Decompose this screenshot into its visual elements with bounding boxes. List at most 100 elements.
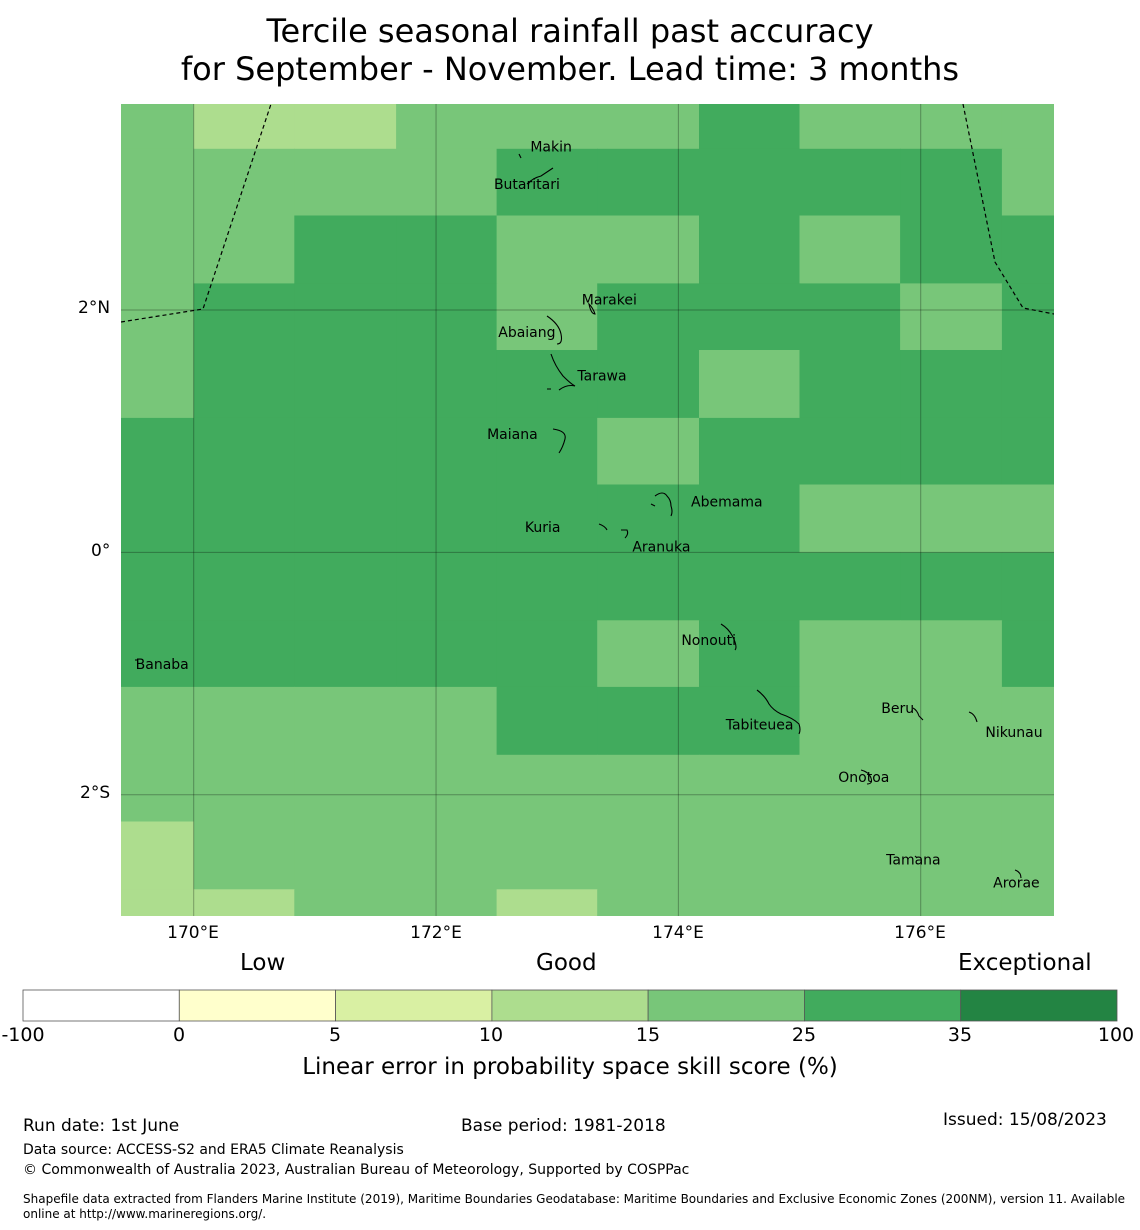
arorae-outline (1014, 869, 1022, 879)
skill-cell (699, 754, 801, 823)
skill-cell (121, 104, 195, 150)
skill-cell (900, 620, 1003, 688)
lon-tick-172e: 172°E (410, 923, 462, 943)
skill-cell (193, 754, 295, 823)
skill-cell (496, 104, 598, 150)
skill-cell (121, 620, 195, 688)
skill-cell (597, 417, 700, 486)
skill-cell (121, 889, 195, 916)
skill-cell (799, 552, 901, 621)
skill-cell (1001, 552, 1054, 621)
skill-cell (396, 148, 498, 217)
skill-cell (597, 754, 700, 823)
colorbar-label: Linear error in probability space skill … (302, 1054, 838, 1080)
skill-cell (193, 104, 295, 150)
skill-cell (121, 686, 195, 756)
skill-cell (900, 417, 1003, 486)
skill-cell (799, 148, 901, 217)
skill-cell (396, 754, 498, 823)
skill-cell (496, 484, 598, 553)
skill-cell (294, 754, 397, 823)
colorbar (22, 989, 1118, 1022)
skill-cell (1001, 148, 1054, 217)
colorbar-tick-100: 100 (1097, 1024, 1135, 1046)
skill-cell (496, 754, 598, 823)
skill-cell (496, 417, 598, 486)
skill-cell (1001, 686, 1054, 756)
skill-cell (900, 104, 1003, 150)
colorbar-swatch (178, 989, 337, 1022)
skill-cell (1001, 821, 1054, 890)
skill-cell (799, 821, 901, 890)
colorbar-tick-15: 15 (635, 1024, 661, 1046)
skill-cell (1001, 417, 1054, 486)
skill-cell (900, 148, 1003, 217)
skill-cell (121, 148, 195, 217)
skill-cell (1001, 484, 1054, 553)
eez-boundary-east (962, 104, 1054, 315)
colorbar-tick-5: 5 (328, 1024, 342, 1046)
skill-cell (900, 283, 1003, 351)
skill-cell (294, 148, 397, 217)
island-label-banaba: Banaba (136, 657, 189, 673)
lat-tick-0: 0° (91, 541, 111, 561)
colorbar-tick-neg100: -100 (1, 1024, 45, 1046)
lon-tick-170e: 170°E (167, 923, 219, 943)
colorbar-swatch (804, 989, 962, 1022)
skill-cell (193, 148, 295, 217)
skill-cell (699, 350, 801, 419)
skill-cell (396, 620, 498, 688)
skill-cell (496, 283, 598, 351)
maiana-outline (552, 428, 566, 454)
colorbar-tick-10: 10 (478, 1024, 504, 1046)
lat-tick-2s: 2°S (80, 783, 111, 803)
skill-cell (799, 620, 901, 688)
colorbar-swatch (960, 989, 1118, 1022)
skill-cell (699, 620, 801, 688)
skill-cell (294, 889, 397, 916)
skill-cell (699, 417, 801, 486)
skill-cell (294, 821, 397, 890)
skill-cell (396, 417, 498, 486)
island-label-nikunau: Nikunau (985, 725, 1042, 741)
skill-cell (597, 552, 700, 621)
nikunau-outline (968, 711, 978, 723)
island-outlines (135, 153, 1022, 879)
skill-cell (294, 350, 397, 419)
island-label-tamana: Tamana (885, 852, 940, 868)
marakei-outline (588, 302, 596, 315)
skill-cell (193, 889, 295, 916)
run-date: Run date: 1st June (23, 1116, 180, 1136)
island-label-beru: Beru (881, 701, 914, 717)
skill-cell (193, 620, 295, 688)
skill-cell (699, 889, 801, 916)
island-label-kuria: Kuria (525, 520, 561, 536)
skill-cell (294, 686, 397, 756)
skill-cell (900, 754, 1003, 823)
category-low: Low (240, 950, 286, 976)
skill-cell (597, 283, 700, 351)
eez-boundary-lines (121, 104, 1054, 323)
skill-cell (396, 686, 498, 756)
skill-cell (1001, 620, 1054, 688)
copyright: © Commonwealth of Australia 2023, Austra… (23, 1162, 690, 1178)
eez-boundary-west (121, 104, 272, 323)
skill-cell (799, 104, 901, 150)
island-label-arorae: Arorae (993, 875, 1040, 891)
skill-cell (496, 821, 598, 890)
colorbar-swatch (491, 989, 649, 1022)
skill-cell (396, 215, 498, 284)
lon-tick-174e: 174°E (652, 923, 704, 943)
colorbar-swatch (647, 989, 805, 1022)
skill-cell (294, 283, 397, 351)
kuria-outline (598, 523, 629, 539)
skill-cell (193, 552, 295, 621)
skill-cell (396, 821, 498, 890)
skill-cell (597, 889, 700, 916)
skill-cell (799, 215, 901, 284)
skill-cell (193, 821, 295, 890)
skill-cell (496, 215, 598, 284)
island-label-abemama: Abemama (691, 495, 763, 511)
abemama-outline (650, 492, 673, 517)
skill-cell (496, 686, 598, 756)
